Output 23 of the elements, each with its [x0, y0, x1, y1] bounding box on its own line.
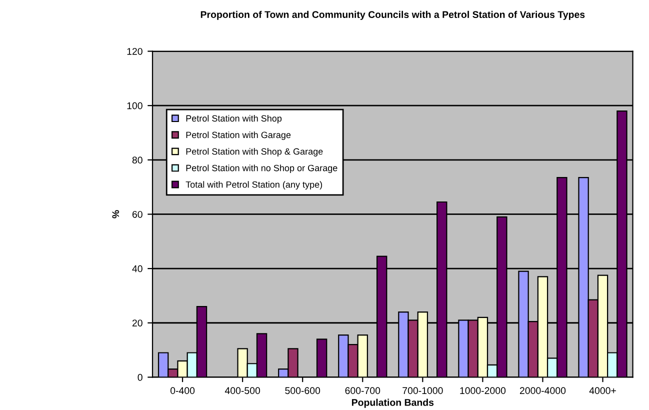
x-tick-label: 600-700 [345, 387, 380, 394]
y-tick-label: 100 [127, 102, 142, 110]
x-tick-label: 1000-2000 [460, 387, 506, 394]
legend-label: Petrol Station with Shop & Garage [186, 148, 323, 156]
y-tick-label: 20 [132, 320, 142, 326]
legend-label: Petrol Station with Shop [186, 114, 282, 124]
y-tick-label: 0 [138, 374, 142, 381]
x-axis-title: Population Bands [352, 398, 434, 408]
legend-label: Petrol Station with Garage [186, 132, 291, 140]
legend-label: Total with Petrol Station (any type) [186, 181, 322, 190]
x-tick-label: 0-400 [170, 387, 195, 394]
legend-label: Petrol Station with no Shop or Garage [186, 164, 338, 173]
x-tick-label: 700-1000 [402, 387, 443, 394]
y-tick-label: 60 [132, 210, 142, 218]
chart-title: Proportion of Town and Community Councils with a Petrol Station of Various Types [200, 10, 585, 20]
y-tick-label: 40 [132, 265, 142, 272]
y-tick-label: 80 [132, 156, 142, 164]
y-axis-title: % [112, 210, 120, 218]
x-tick-label: 500-600 [285, 387, 320, 394]
x-tick-label: 2000-4000 [520, 387, 566, 394]
x-tick-label: 4000+ [589, 387, 616, 394]
y-tick-label: 120 [127, 48, 142, 55]
x-tick-label: 400-500 [224, 387, 260, 394]
